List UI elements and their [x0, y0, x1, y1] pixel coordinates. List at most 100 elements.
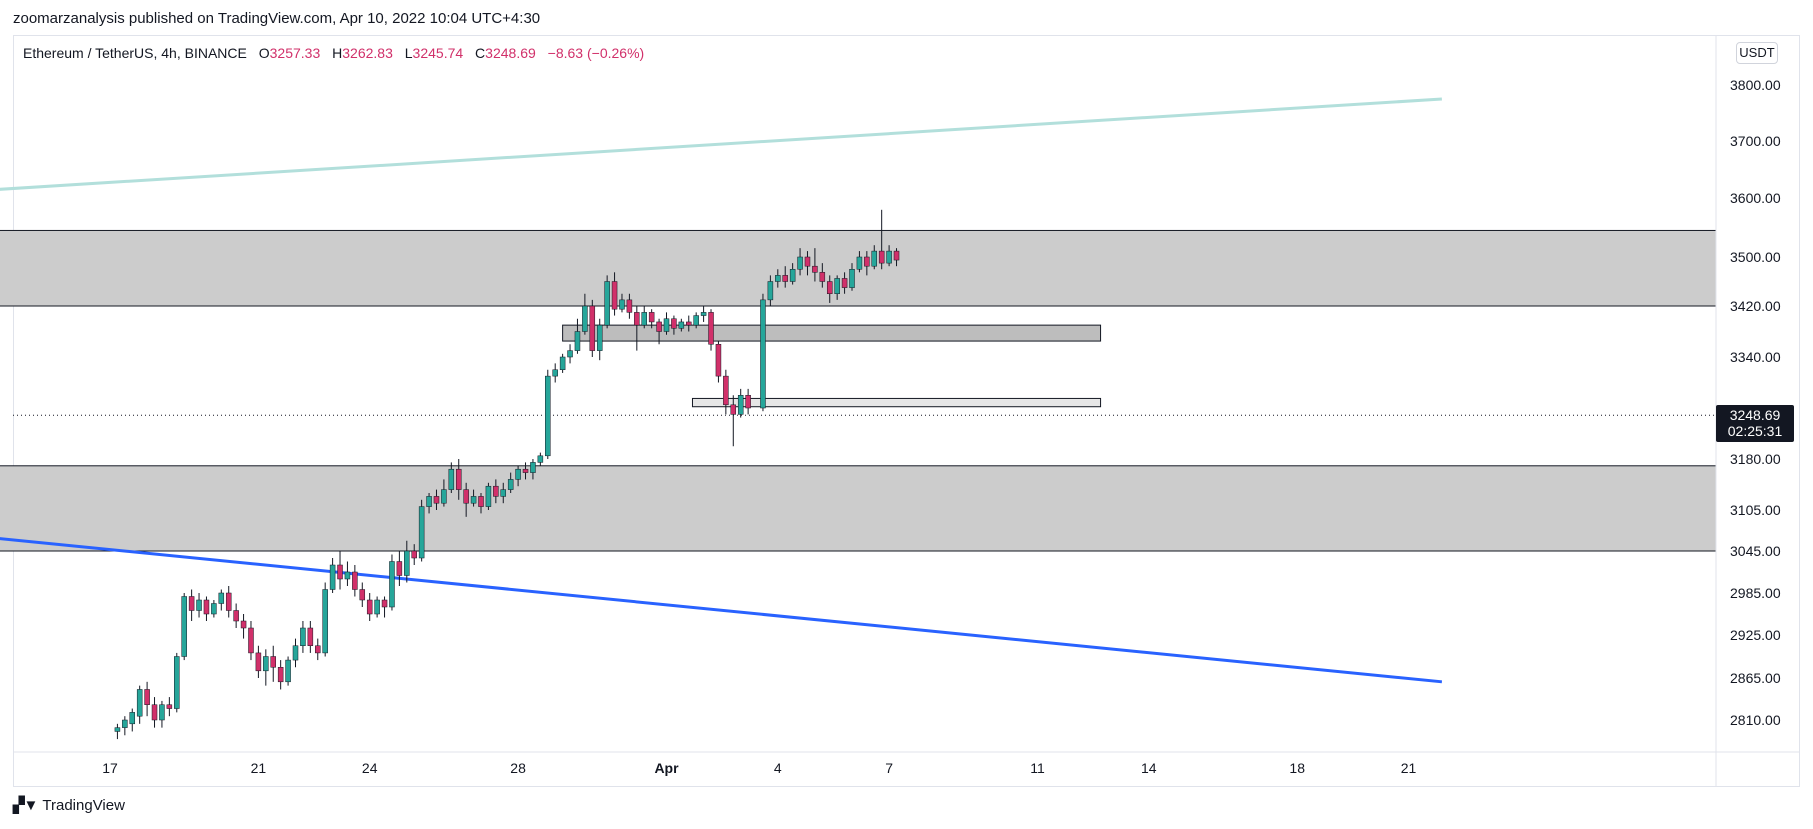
close-value: 3248.69 — [485, 45, 536, 61]
candle-body — [663, 318, 670, 332]
candle — [864, 251, 870, 276]
candle-body — [856, 256, 863, 270]
candle — [656, 318, 662, 345]
tradingview-brand[interactable]: ▞▼ TradingView — [13, 796, 125, 815]
candle-body — [559, 356, 566, 370]
chart-frame — [13, 35, 1800, 787]
candle — [159, 700, 165, 728]
candle-body — [218, 592, 225, 604]
candle-body — [359, 589, 366, 601]
candle — [352, 565, 358, 597]
candle-body — [671, 318, 677, 329]
candle-body — [634, 312, 640, 326]
candle-body — [404, 550, 410, 576]
x-tick-label: 24 — [362, 760, 378, 776]
candle — [626, 293, 633, 319]
candle-body — [478, 496, 484, 507]
candle — [166, 697, 173, 717]
candle-body — [225, 592, 232, 611]
candle-body — [893, 250, 900, 261]
candle — [611, 272, 618, 316]
last-price-value: 3248.69 — [1729, 407, 1781, 423]
candle-body — [411, 550, 417, 559]
candle-body — [789, 269, 796, 282]
candle — [485, 482, 492, 510]
y-tick-label: 3800.00 — [1730, 77, 1781, 93]
candle — [693, 312, 699, 329]
candle — [359, 582, 366, 607]
candle — [277, 660, 284, 690]
candle — [812, 248, 818, 282]
candle-body — [641, 312, 647, 326]
candle — [789, 263, 796, 285]
candle — [441, 479, 447, 507]
candle — [233, 603, 239, 628]
candle-body — [174, 656, 180, 709]
candle-body — [203, 599, 210, 615]
candle — [389, 554, 395, 611]
candle — [329, 558, 336, 593]
candle-body — [315, 645, 321, 654]
candle-body — [144, 689, 150, 705]
candle-body — [648, 312, 655, 323]
candle — [181, 593, 187, 661]
candle-body — [455, 468, 462, 490]
candle — [678, 318, 685, 332]
candle — [136, 685, 143, 724]
x-tick-label: 7 — [885, 760, 893, 776]
candle — [804, 251, 811, 276]
candle-body — [285, 659, 291, 683]
y-tick-label: 3105.00 — [1730, 502, 1781, 518]
candle-body — [211, 603, 217, 615]
currency-unit-button[interactable]: USDT — [1736, 42, 1778, 64]
candle-body — [686, 321, 692, 326]
candle-body — [307, 627, 314, 646]
candle — [515, 465, 521, 487]
candle — [315, 638, 321, 661]
candle — [218, 589, 225, 611]
trendlines-layer — [0, 97, 1716, 684]
mid-support-box — [691, 397, 1102, 408]
low-label: L — [404, 45, 413, 61]
candle — [337, 551, 343, 590]
candle — [448, 462, 455, 493]
candle — [411, 544, 417, 565]
open-label: O — [258, 45, 270, 61]
candle-body — [374, 599, 380, 615]
candle-body — [389, 561, 395, 608]
candle — [737, 388, 744, 418]
candle-body — [255, 652, 262, 672]
candle — [841, 272, 848, 294]
candle — [500, 482, 507, 504]
x-tick-label: 14 — [1141, 760, 1157, 776]
candle — [478, 493, 484, 514]
candle — [225, 586, 232, 618]
candle — [255, 645, 262, 678]
candle — [188, 589, 195, 621]
candle — [292, 638, 299, 668]
candle — [782, 266, 788, 288]
candle — [381, 596, 388, 618]
candle-body — [737, 395, 744, 415]
y-tick-label: 2925.00 — [1730, 627, 1781, 643]
candle-body — [122, 719, 128, 728]
candle-body — [240, 620, 247, 629]
change-value: −8.63 (−0.26%) — [547, 45, 645, 61]
tradingview-logo-icon: ▞▼ — [13, 797, 38, 814]
candle — [604, 275, 610, 329]
candle-body — [871, 250, 878, 267]
candle-body — [381, 599, 388, 608]
x-tick-label: Apr — [654, 760, 679, 776]
candle — [174, 652, 180, 713]
candle-body — [366, 599, 373, 615]
candle-body — [782, 275, 788, 282]
candle — [129, 708, 136, 732]
candle — [708, 309, 714, 351]
x-tick-label: 21 — [1401, 760, 1417, 776]
candle — [374, 596, 380, 618]
candle — [285, 656, 291, 686]
candle-body — [760, 299, 766, 409]
candles-layer — [114, 209, 900, 740]
candle — [856, 251, 863, 273]
